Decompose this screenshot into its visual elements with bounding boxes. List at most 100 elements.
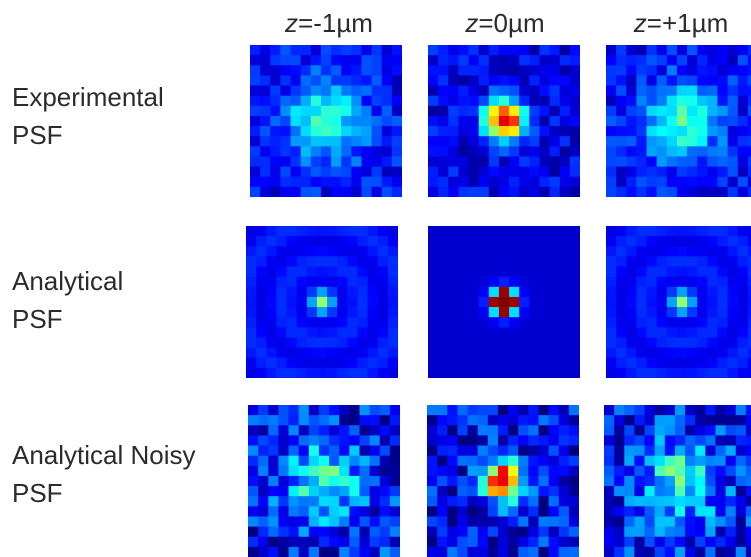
heatmap-cell [558,486,570,497]
heatmap-cell [529,176,541,188]
heatmap-cell [727,256,739,268]
heatmap-cell [616,156,627,168]
heatmap-cell [559,136,571,147]
heatmap-cell [604,415,615,426]
heatmap-cell [258,455,269,467]
heatmap-cell [300,176,312,188]
heatmap-cell [616,176,627,188]
heatmap-cell [381,105,393,117]
heatmap-cell [371,115,383,127]
heatmap-cell [268,516,279,528]
heatmap-cell [308,546,320,557]
heatmap-cell [427,516,438,528]
heatmap-cell [666,256,678,268]
heatmap-cell [391,75,402,87]
heatmap-cell [614,496,625,507]
heatmap-cell [614,526,625,538]
heatmap-cell [549,55,561,66]
heatmap-cell [246,327,257,339]
heatmap-cell [707,276,719,288]
heatmap-cell [518,536,529,548]
heatmap-cell [498,296,510,308]
heatmap-cell [634,475,646,487]
heatmap-cell [528,486,540,497]
heatmap-cell [626,136,637,147]
heatmap-cell [727,296,739,308]
heatmap-cell [644,506,656,518]
heatmap-cell [548,475,560,487]
heatmap-cell [339,546,350,557]
heatmap-cell [509,55,520,66]
heatmap-cell [276,236,288,247]
heatmap-cell [296,276,308,288]
heatmap-cell [707,115,719,127]
heatmap-cell [357,286,369,298]
heatmap-cell [548,526,560,538]
heatmap-cell [725,526,737,538]
heatmap-cell [318,465,330,477]
heatmap-cell [707,246,719,257]
heatmap-cell [349,455,361,467]
heatmap-cell [246,256,257,268]
heatmap-cell [705,435,717,447]
heatmap-cell [488,95,500,107]
heatmap-cell [519,55,530,66]
heatmap-cell [509,156,520,168]
heatmap-cell [457,415,469,426]
heatmap-cell [727,55,739,66]
heatmap-cell [666,286,678,298]
heatmap-cell [656,146,668,158]
heatmap-cell [298,486,310,497]
heatmap-cell [508,506,519,518]
heatmap-cell [308,405,320,416]
heatmap-cell [316,236,328,247]
heatmap-cell [286,296,298,308]
heatmap-cell [467,516,479,528]
heatmap-cell [727,367,739,378]
heatmap-cell [509,286,520,298]
heatmap-cell [381,115,393,127]
heatmap-cell [656,367,668,378]
heatmap-cell [341,126,352,137]
heatmap-cell [478,75,490,87]
heatmap-cell [697,337,708,349]
heatmap-cell [498,136,510,147]
heatmap-cell [379,506,391,518]
heatmap-cell [337,296,348,308]
heatmap-cell [468,85,480,97]
heatmap-cell [529,156,541,168]
heatmap-cell [636,85,648,97]
heatmap-cell [477,516,489,528]
heatmap-cell [428,337,439,349]
heatmap-cell [707,296,719,308]
heatmap-cell [357,317,369,328]
heatmap-cell [498,317,510,328]
heatmap-cell [707,136,719,147]
heatmap-cell [646,105,658,117]
heatmap-cell [266,327,277,339]
heatmap-cell [707,85,719,97]
heatmap-cell [666,126,678,137]
heatmap-svg [604,405,751,557]
heatmap-cell [519,296,530,308]
heatmap-cell [539,115,551,127]
heatmap-cell [458,136,470,147]
heatmap-cell [697,75,708,87]
heatmap-cell [268,425,279,436]
heatmap-cell [478,45,490,56]
heatmap-cell [509,266,520,278]
heatmap-cell [487,536,499,548]
heatmap-cell [715,516,727,528]
heatmap-cell [478,166,490,178]
heatmap-cell [685,445,696,457]
heatmap-cell [331,176,342,188]
heatmap-cell [468,296,480,308]
heatmap-cell [636,146,648,158]
heatmap-cell [498,176,510,188]
heatmap-cell [715,546,727,557]
heatmap-cell [320,156,332,168]
heatmap-cell [270,126,281,137]
heatmap-cell [646,186,658,197]
heatmap-cell [656,307,668,318]
heatmap-cell [316,286,328,298]
